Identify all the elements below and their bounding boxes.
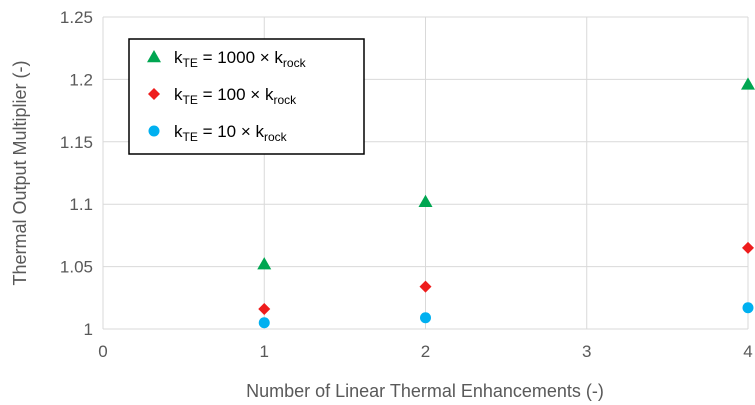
data-point-diamond bbox=[258, 303, 271, 316]
x-tick-label: 0 bbox=[98, 342, 107, 361]
data-points bbox=[257, 77, 755, 329]
y-axis-ticks: 1 1.05 1.1 1.15 1.2 1.25 bbox=[60, 8, 93, 339]
legend-box bbox=[128, 38, 365, 155]
data-point-diamond bbox=[419, 280, 432, 293]
x-tick-label: 3 bbox=[582, 342, 591, 361]
x-tick-label: 4 bbox=[743, 342, 752, 361]
y-tick-label: 1.05 bbox=[60, 258, 93, 277]
legend-label: kTE = 1000 × krock bbox=[174, 48, 307, 70]
x-tick-label: 2 bbox=[421, 342, 430, 361]
legend-label: kTE = 10 × krock bbox=[174, 122, 288, 144]
data-point-circle bbox=[258, 317, 270, 329]
x-axis-title: Number of Linear Thermal Enhancements (-… bbox=[246, 381, 604, 401]
x-tick-label: 1 bbox=[260, 342, 269, 361]
y-tick-label: 1.2 bbox=[69, 70, 93, 89]
data-point-triangle bbox=[741, 77, 755, 90]
legend-marker-circle bbox=[148, 125, 160, 137]
y-tick-label: 1 bbox=[84, 320, 93, 339]
data-point-circle bbox=[420, 312, 431, 324]
legend-label: kTE = 100 × krock bbox=[174, 85, 297, 107]
data-point-triangle bbox=[418, 194, 433, 207]
x-axis-ticks: 0 1 2 3 4 bbox=[98, 342, 752, 361]
data-point-diamond bbox=[742, 241, 754, 254]
y-axis-title: Thermal Output Multiplier (-) bbox=[10, 60, 30, 285]
data-point-triangle bbox=[257, 257, 272, 270]
legend-marker-diamond bbox=[148, 88, 160, 100]
y-tick-label: 1.1 bbox=[69, 195, 93, 214]
y-tick-label: 1.25 bbox=[60, 8, 93, 27]
legend-marker-triangle bbox=[147, 50, 161, 63]
y-tick-label: 1.15 bbox=[60, 133, 93, 152]
legend: kTE = 1000 × krock kTE = 100 × krock kTE =… bbox=[128, 38, 365, 155]
data-point-circle bbox=[742, 302, 754, 314]
